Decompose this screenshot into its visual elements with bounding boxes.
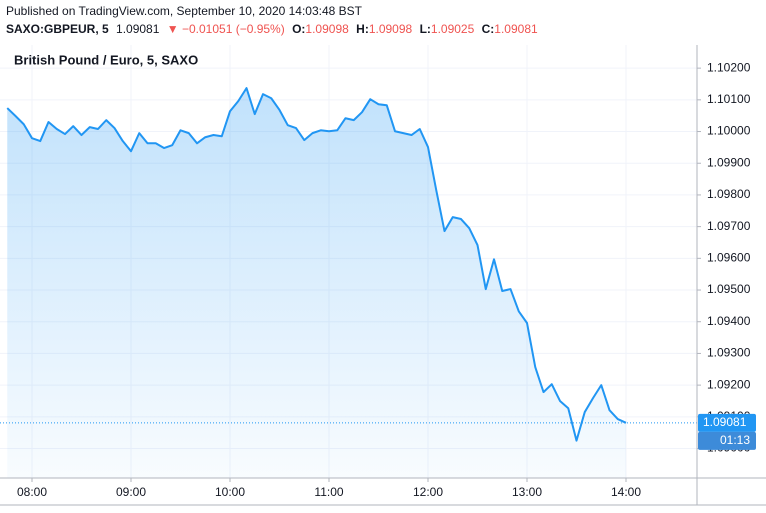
y-tick-label: 1.09200 [707, 377, 751, 391]
published-note: Published on TradingView.com, September … [6, 4, 363, 18]
change: ▼ −0.01051 (−0.95%) [167, 22, 285, 36]
open-label: O: [292, 22, 305, 36]
x-tick-label: 12:00 [413, 485, 443, 499]
x-tick-label: 09:00 [116, 485, 146, 499]
area-fill [7, 88, 626, 478]
plot-area [0, 87, 697, 478]
close: 1.09081 [494, 22, 538, 36]
x-tick-label: 10:00 [215, 485, 245, 499]
chart-title: British Pound / Euro, 5, SAXO [14, 52, 198, 67]
y-tick-label: 1.09400 [707, 314, 751, 328]
x-tick-label: 13:00 [512, 485, 542, 499]
y-tick-label: 1.10000 [707, 124, 751, 138]
symbol: SAXO:GBPEUR, 5 [6, 22, 109, 36]
low: 1.09025 [431, 22, 475, 36]
x-tick-label: 11:00 [314, 485, 343, 499]
last-price-label: 1.09081 [703, 415, 747, 429]
y-tick-label: 1.09700 [707, 219, 751, 233]
y-tick-label: 1.09600 [707, 251, 751, 265]
countdown: 01:13 [720, 433, 750, 447]
x-tick-label: 08:00 [17, 485, 47, 499]
symbol-bar: SAXO:GBPEUR, 5 1.09081 ▼ −0.01051 (−0.95… [6, 22, 538, 36]
y-tick-label: 1.09500 [707, 282, 751, 296]
y-tick-label: 1.09800 [707, 187, 751, 201]
overlay: 1.09081 01:13 [698, 413, 756, 450]
countdown-box [698, 431, 756, 450]
high: 1.09098 [369, 22, 413, 36]
close-label: C: [482, 22, 495, 36]
y-tick-label: 1.09300 [707, 346, 751, 360]
last-price: 1.09081 [116, 22, 160, 36]
y-tick-label: 1.09900 [707, 155, 751, 169]
y-tick-label: 1.10200 [707, 60, 751, 74]
last-price-box [698, 413, 756, 432]
high-label: H: [356, 22, 369, 36]
open: 1.09098 [305, 22, 349, 36]
low-label: L: [420, 22, 431, 36]
y-tick-label: 1.10100 [707, 92, 751, 106]
x-tick-label: 14:00 [611, 485, 641, 499]
price-line [6, 87, 627, 442]
